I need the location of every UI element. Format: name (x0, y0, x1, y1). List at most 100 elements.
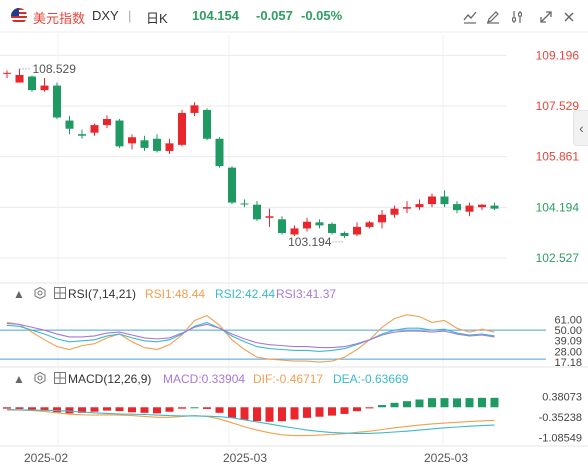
candle-body (78, 134, 86, 136)
candle-body (465, 205, 474, 212)
draw-icon[interactable] (485, 9, 501, 25)
macd-axis-tick: -1.08549 (539, 432, 582, 444)
candle-body (453, 204, 461, 211)
candle-body (290, 228, 299, 235)
macd-histogram-bar (28, 407, 36, 410)
instrument-name[interactable]: 美元指数 (33, 11, 86, 26)
candle-body (40, 85, 49, 91)
macd-histogram-bar (3, 407, 11, 409)
macd-histogram-bar (165, 407, 174, 412)
candle-body (165, 143, 174, 151)
candle-body (390, 208, 399, 215)
macd-histogram-bar (228, 407, 236, 418)
macd-histogram-bar (290, 407, 299, 420)
macd-histogram-bar (428, 398, 436, 408)
candle-body (303, 221, 311, 229)
price-axis-tick: 109.196 (536, 48, 580, 62)
rsi2-value: RSI2:42.44 (215, 287, 276, 301)
fullscreen-icon[interactable] (538, 9, 554, 25)
rsi-series-line (6, 314, 495, 363)
macd-legend: ▲ MACD(12,26,9) MACD:0.33904 DIF:-0.4671… (0, 371, 588, 389)
candle-body (15, 74, 24, 83)
high-price-label: 108.529 (33, 62, 77, 76)
collapse-macd-icon[interactable]: ▲ (13, 372, 25, 386)
candle-body (428, 196, 436, 205)
date-axis-label: 2025-02 (24, 451, 68, 465)
rsi-title: RSI(7,14,21) (68, 287, 137, 301)
rsi-axis-tick: 61.00 (554, 315, 582, 327)
macd-histogram-bar (153, 407, 161, 414)
candle-body (340, 232, 349, 237)
timeframe-selector[interactable]: 日K (146, 11, 168, 26)
dea-value: DEA:-0.63669 (333, 372, 409, 386)
macd-histogram-bar (478, 397, 486, 408)
candle-body (365, 222, 374, 227)
candle-body (140, 140, 149, 148)
candle-body (415, 204, 424, 208)
rsi-axis-tick: 28.00 (554, 346, 582, 358)
macd-settings-icon[interactable] (34, 371, 46, 387)
rsi-settings-icon[interactable] (34, 286, 46, 302)
macd-histogram-bar (403, 401, 411, 408)
candle-body (353, 226, 361, 235)
close-icon[interactable] (561, 9, 577, 25)
macd-value: MACD:0.33904 (163, 372, 246, 386)
candle-body (3, 72, 11, 74)
macd-histogram-bar (253, 407, 261, 422)
macd-axis-tick: -0.35238 (539, 412, 582, 424)
macd-histogram-bar (40, 407, 49, 411)
macd-histogram-bar (78, 407, 86, 413)
macd-histogram-bar (315, 407, 324, 417)
candle-body (315, 222, 324, 226)
rsi3-value: RSI3:41.37 (276, 287, 337, 301)
macd-histogram-bar (178, 407, 186, 409)
indicator-icon[interactable] (462, 9, 478, 25)
macd-histogram-bar (203, 407, 211, 409)
macd-histogram-bar (353, 407, 361, 412)
price-change-percent: -0.05% (301, 8, 343, 23)
rsi-series-line (6, 322, 495, 349)
macd-toggle-icon[interactable] (54, 372, 66, 387)
macd-histogram-bar (65, 407, 74, 414)
rsi-toggle-icon[interactable] (54, 287, 66, 302)
macd-histogram-bar (103, 407, 111, 411)
macd-histogram-bar (378, 405, 386, 408)
candle-body (478, 204, 486, 208)
price-axis-tick: 107.529 (536, 99, 580, 113)
candle-body (440, 196, 449, 205)
macd-histogram-bar (415, 399, 424, 408)
macd-histogram-bar (215, 407, 224, 413)
candle-body (128, 137, 136, 144)
candle-body (153, 138, 161, 151)
macd-histogram-bar (15, 407, 24, 409)
rsi-axis-tick: 39.09 (554, 336, 582, 348)
candle-body (53, 85, 61, 118)
collapse-panel-icon[interactable]: ‹ (573, 110, 588, 146)
candle-body (90, 125, 99, 133)
macd-histogram-bar (390, 402, 399, 408)
macd-histogram-bar (265, 407, 274, 422)
candle-body (115, 120, 124, 147)
macd-histogram-bar (115, 407, 124, 412)
macd-histogram-bar (278, 407, 286, 422)
macd-histogram-bar (140, 407, 149, 413)
macd-histogram-bar (128, 407, 136, 413)
rsi-axis-tick: 17.18 (554, 357, 582, 369)
candle-body (190, 105, 199, 113)
macd-signal-line (7, 409, 495, 437)
macd-histogram-bar (190, 407, 199, 409)
macd-histogram-bar (328, 407, 336, 416)
candle-body (278, 219, 286, 233)
settings-icon[interactable] (509, 9, 525, 25)
macd-histogram-bar (90, 407, 99, 412)
low-price-label: 103.194 (288, 235, 332, 249)
candle-body (328, 223, 336, 233)
macd-histogram-bar (365, 407, 374, 409)
header-separator: | (128, 8, 132, 23)
price-axis-tick: 105.861 (536, 150, 580, 164)
macd-histogram-bar (240, 407, 249, 421)
macd-histogram-bar (490, 397, 499, 408)
candle-body (203, 109, 211, 139)
collapse-rsi-icon[interactable]: ▲ (13, 287, 25, 301)
